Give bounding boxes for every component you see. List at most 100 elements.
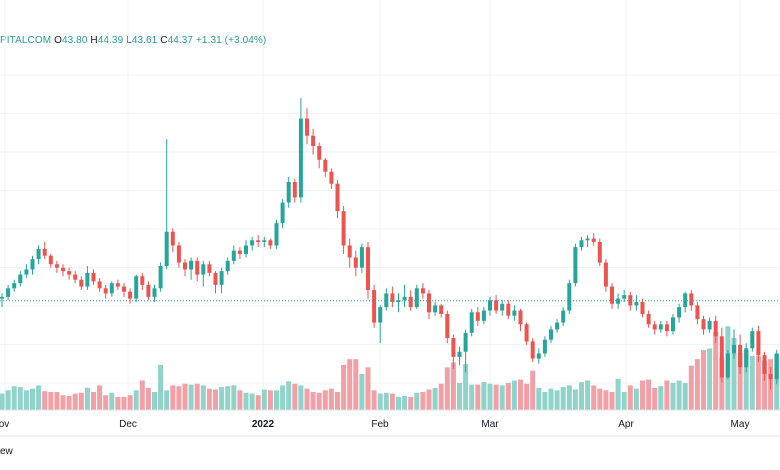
volume-bar	[145, 387, 151, 410]
candle-body	[561, 310, 566, 323]
candle-body	[18, 274, 23, 284]
volume-bar	[11, 386, 17, 410]
high-value: 44.39	[97, 35, 124, 46]
candle-body	[24, 269, 29, 275]
candle-body	[366, 247, 370, 290]
volume-bar	[78, 392, 84, 410]
candle-body	[689, 293, 694, 306]
candle-body	[579, 240, 584, 248]
candle-body	[6, 288, 11, 297]
volume-bar	[194, 383, 200, 410]
volume-bar	[420, 391, 426, 410]
candle-body	[176, 245, 181, 263]
candles	[0, 98, 779, 390]
volume-bar	[694, 359, 700, 410]
volume-bar	[292, 383, 298, 410]
candle-body	[341, 211, 346, 246]
candle-body	[567, 283, 572, 311]
candle-body	[317, 146, 322, 160]
candle-body	[61, 267, 65, 272]
candle-body	[542, 339, 547, 354]
volume-bar	[353, 359, 359, 410]
volume-bar	[493, 384, 499, 410]
candle-body	[744, 348, 749, 368]
volume-bar	[267, 390, 273, 410]
volume-bar	[640, 380, 645, 410]
volume-bar	[743, 350, 749, 410]
volume-bar	[536, 387, 542, 410]
candle-body	[640, 302, 645, 314]
volume-bar	[213, 389, 218, 410]
volume-bar	[97, 385, 103, 410]
volume-bar	[54, 391, 60, 410]
volume-bar	[524, 383, 530, 410]
time-axis-label: Feb	[371, 419, 389, 430]
candle-body	[658, 324, 663, 330]
candle-body	[652, 324, 657, 330]
volume-bar	[121, 396, 127, 410]
candle-body	[79, 279, 84, 287]
candle-body	[152, 288, 157, 297]
candle-body	[719, 336, 724, 378]
candle-body	[664, 324, 669, 332]
candle-body	[774, 353, 779, 380]
volume-bar	[389, 393, 395, 410]
time-axis-label: May	[731, 419, 750, 430]
candle-body	[262, 240, 267, 242]
candle-body	[390, 293, 395, 302]
candle-body	[372, 290, 377, 323]
volume-bar	[762, 360, 767, 410]
candle-body	[530, 341, 535, 359]
volume-bar	[548, 388, 554, 410]
time-axis-label: Mar	[481, 419, 499, 430]
candle-body	[597, 242, 602, 263]
close-label: C	[160, 35, 168, 46]
volume-bar	[682, 382, 688, 410]
candle-body	[311, 135, 316, 146]
volume-bar	[469, 384, 475, 410]
volume-bar	[408, 396, 414, 410]
volume-bar	[713, 332, 719, 410]
volume-bar	[438, 383, 444, 410]
candle-body	[67, 271, 72, 275]
volume-bar	[719, 357, 725, 410]
volume-bar	[274, 390, 279, 410]
volume-bar	[463, 364, 469, 410]
candle-body	[585, 238, 590, 241]
candle-body	[268, 240, 273, 246]
volume-bars	[0, 326, 780, 410]
candle-body	[457, 351, 462, 357]
candle-body	[628, 295, 633, 306]
volume-bar	[646, 379, 652, 410]
volume-bar	[585, 380, 591, 410]
volume-bar	[652, 387, 658, 410]
candle-body	[488, 300, 492, 311]
candle-body	[427, 293, 431, 313]
volume-bar	[621, 391, 627, 410]
candle-body	[207, 264, 212, 273]
candle-body	[591, 238, 596, 242]
candle-body	[274, 223, 279, 246]
volume-bar	[579, 382, 584, 410]
candle-body	[494, 300, 499, 311]
candle-body	[286, 182, 291, 203]
volume-bar	[572, 389, 578, 410]
volume-bar	[48, 391, 54, 410]
volume-bar	[133, 390, 139, 410]
time-axis: ov Dec 2022 Feb Mar Apr May	[0, 419, 749, 430]
volume-bar	[127, 395, 133, 410]
candle-body	[378, 307, 383, 323]
candle-body	[237, 250, 242, 254]
volume-bar	[615, 378, 621, 410]
volume-bar	[554, 390, 560, 410]
candle-body	[603, 262, 608, 287]
volume-bar	[481, 382, 487, 410]
volume-bar	[609, 391, 615, 410]
volume-bar	[66, 396, 72, 410]
candle-body	[610, 286, 614, 304]
volume-bar	[164, 390, 170, 410]
volume-bar	[518, 379, 523, 410]
volume-bar	[731, 337, 737, 410]
candle-body	[549, 329, 553, 340]
